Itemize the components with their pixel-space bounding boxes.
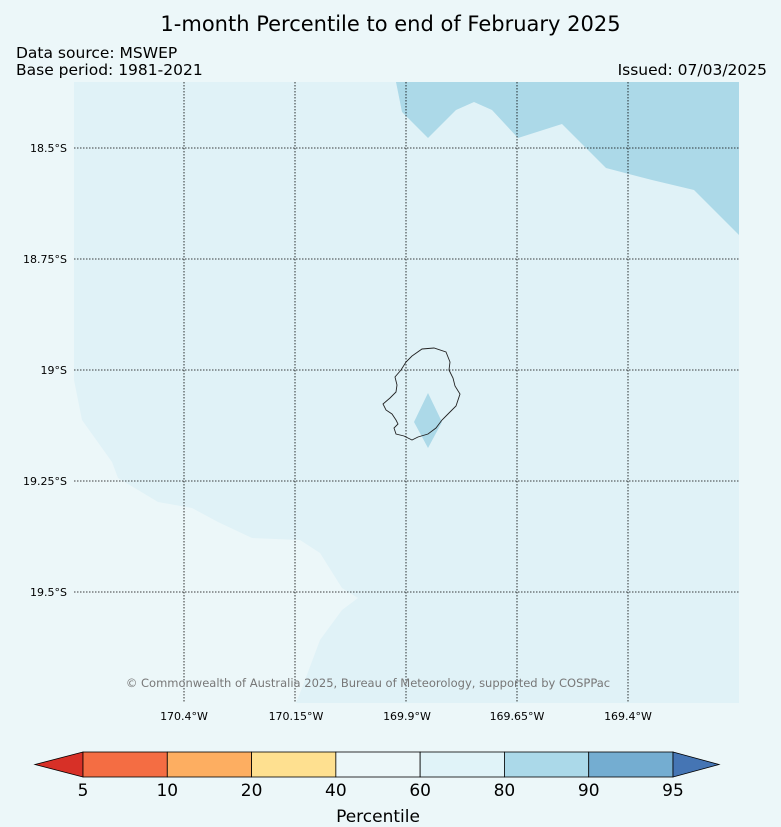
colorbar-segment	[166, 751, 252, 778]
lon-label: 170.15°W	[269, 710, 324, 723]
copyright-credit: © Commonwealth of Australia 2025, Bureau…	[126, 676, 610, 690]
colorbar-segment	[419, 751, 505, 778]
colorbar-ticks: 5 10 20 40 60 80 90 95	[78, 781, 684, 801]
colorbar-tick-label: 60	[409, 781, 431, 801]
lat-label: 18.75°S	[23, 253, 67, 266]
colorbar-tick-label: 10	[156, 781, 178, 801]
high-percentile-region	[396, 82, 739, 235]
colorbar-title: Percentile	[336, 807, 420, 827]
issued-date-label: Issued: 07/03/2025	[617, 61, 767, 79]
colorbar: 5 10 20 40 60 80 90 95 Percentile	[33, 751, 721, 827]
lon-label: 169.65°W	[490, 710, 545, 723]
data-source-label: Data source: MSWEP	[16, 44, 178, 62]
colorbar-segment	[251, 751, 337, 778]
colorbar-extend-low	[33, 751, 84, 778]
base-period-label: Base period: 1981-2021	[16, 61, 203, 79]
colorbar-segments	[33, 751, 721, 778]
lon-label: 169.9°W	[383, 710, 431, 723]
island-percentile-patch	[414, 393, 442, 448]
colorbar-segment	[588, 751, 674, 778]
low-percentile-region	[74, 82, 358, 703]
colorbar-tick-label: 40	[325, 781, 347, 801]
colorbar-tick-label: 95	[662, 781, 684, 801]
colorbar-extend-high	[672, 751, 721, 778]
map-title: 1-month Percentile to end of February 20…	[160, 12, 621, 36]
graticule	[74, 82, 739, 703]
lat-label: 19.25°S	[23, 475, 67, 488]
colorbar-tick-label: 20	[241, 781, 263, 801]
colorbar-tick-label: 5	[78, 781, 89, 801]
map-panel: 18.5°S 18.75°S 19°S 19.25°S 19.5°S 170.4…	[23, 82, 739, 723]
lon-label: 169.4°W	[604, 710, 652, 723]
colorbar-tick-label: 90	[578, 781, 600, 801]
lat-label: 19°S	[41, 364, 67, 377]
colorbar-tick-label: 80	[494, 781, 516, 801]
lat-label: 19.5°S	[30, 586, 67, 599]
colorbar-segment	[504, 751, 590, 778]
lon-label: 170.4°W	[160, 710, 208, 723]
lat-label: 18.5°S	[30, 142, 67, 155]
colorbar-segment	[335, 751, 421, 778]
colorbar-segment	[82, 751, 168, 778]
